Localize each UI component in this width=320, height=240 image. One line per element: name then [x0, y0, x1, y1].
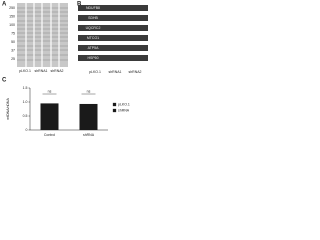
band-label: MTCO1: [87, 36, 99, 40]
legend-swatch: [112, 108, 117, 113]
band-label: HSP60: [87, 56, 98, 60]
marker-label: 50: [11, 40, 15, 44]
bar: [40, 103, 59, 130]
x-tick-label: shRNA: [83, 133, 95, 137]
blot-band: [78, 25, 148, 31]
lane-label: shRNA1: [108, 70, 121, 74]
figure: A B C mtDNA/nDNA 250 150 100 75 50 37 25 pLKO.1…: [2, 2, 148, 137]
lane-label: pLKO.1: [19, 69, 31, 73]
panel-letter: C: [2, 78, 7, 84]
lane-label: pLKO.1: [89, 70, 101, 74]
panel-letter: B: [77, 2, 82, 8]
band-label: NDUFB8: [86, 6, 100, 10]
y-tick-label: 1.0: [23, 100, 28, 104]
legend-swatch: [112, 102, 117, 107]
blot-band: [78, 15, 148, 21]
blot-band: [78, 5, 148, 11]
blot-band: [78, 55, 148, 61]
band-label: ATP5A: [88, 46, 99, 50]
marker-label: 150: [9, 14, 15, 18]
legend-label: shRNA: [118, 108, 130, 112]
lane-label: shRNA2: [128, 70, 141, 74]
marker-label: 100: [9, 23, 15, 27]
marker-label: 250: [9, 6, 15, 10]
marker-label: 25: [11, 57, 15, 61]
marker-label: 75: [11, 31, 15, 35]
lane-label: shRNA2: [50, 69, 63, 73]
panel-letter: A: [2, 2, 7, 8]
lane-label: shRNA1: [34, 69, 47, 73]
annotation: ns: [87, 89, 91, 93]
x-tick-label: Control: [44, 133, 56, 137]
y-tick-label: 1.5: [23, 86, 28, 90]
marker-label: 37: [11, 48, 15, 52]
band-label: UQCRC2: [86, 26, 101, 30]
legend-label: pLKO.1: [118, 102, 130, 106]
y-tick-label: 0.5: [23, 114, 28, 118]
y-tick-label: 0: [26, 128, 28, 132]
annotation: ns: [48, 89, 52, 93]
gel: [17, 3, 68, 67]
blot-band: [78, 45, 148, 51]
blot-band: [78, 35, 148, 41]
y-axis-label: mtDNA/nDNA: [6, 98, 10, 120]
band-label: SDHB: [88, 16, 98, 20]
bar: [79, 103, 98, 130]
